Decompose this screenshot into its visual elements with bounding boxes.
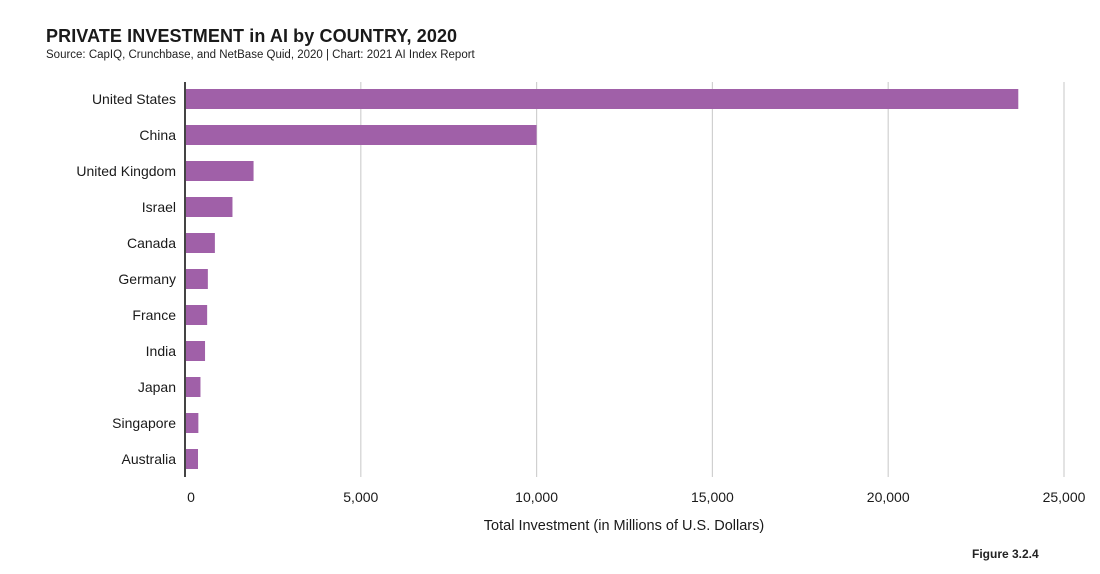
category-label: Canada [127, 235, 176, 251]
category-label: China [139, 127, 176, 143]
figure-label: Figure 3.2.4 [972, 547, 1039, 561]
category-labels: United States China United Kingdom Israel Ca… [76, 91, 176, 467]
x-tick-label: 10,000 [515, 489, 558, 505]
x-tick-label: 15,000 [691, 489, 734, 505]
chart-title: PRIVATE INVESTMENT in AI by COUNTRY, 202… [46, 26, 458, 46]
x-tick-label: 5,000 [343, 489, 378, 505]
bar [185, 377, 201, 397]
category-label: Australia [122, 451, 177, 467]
bar [185, 89, 1019, 109]
bar [185, 449, 199, 469]
category-label: Germany [118, 271, 176, 287]
category-label: United States [92, 91, 176, 107]
chart-subtitle: Source: CapIQ, Crunchbase, and NetBase Q… [46, 49, 475, 61]
x-tick-label: 20,000 [867, 489, 910, 505]
category-label: United Kingdom [76, 163, 176, 179]
bar [185, 305, 208, 325]
x-axis-title: Total Investment (in Millions of U.S. Do… [484, 518, 764, 534]
gridlines [360, 82, 1065, 477]
x-tick-label: 0 [187, 489, 195, 505]
bar [185, 341, 206, 361]
category-label: Israel [142, 199, 176, 215]
bar [185, 233, 215, 253]
bar [185, 197, 233, 217]
category-label: France [132, 307, 176, 323]
category-label: Singapore [112, 415, 176, 431]
category-label: India [146, 343, 177, 359]
category-label: Japan [138, 379, 176, 395]
x-tick-label: 25,000 [1043, 489, 1086, 505]
bar [185, 413, 199, 433]
bar [185, 161, 254, 181]
bar [185, 269, 208, 289]
bar [185, 125, 537, 145]
x-tick-labels: 0 5,000 10,000 15,000 20,000 25,000 [187, 489, 1086, 505]
bars [185, 89, 1019, 469]
